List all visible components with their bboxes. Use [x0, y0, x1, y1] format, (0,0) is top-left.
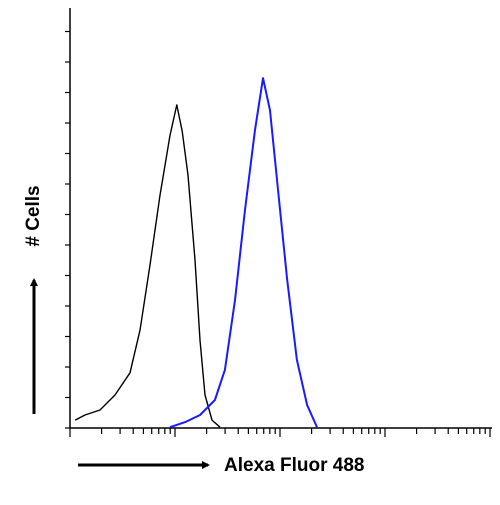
histogram-line [74, 104, 221, 428]
histogram-line [169, 77, 318, 429]
x-axis-label: Alexa Fluor 488 [224, 455, 364, 476]
y-axis-label: # Cells [23, 185, 44, 246]
